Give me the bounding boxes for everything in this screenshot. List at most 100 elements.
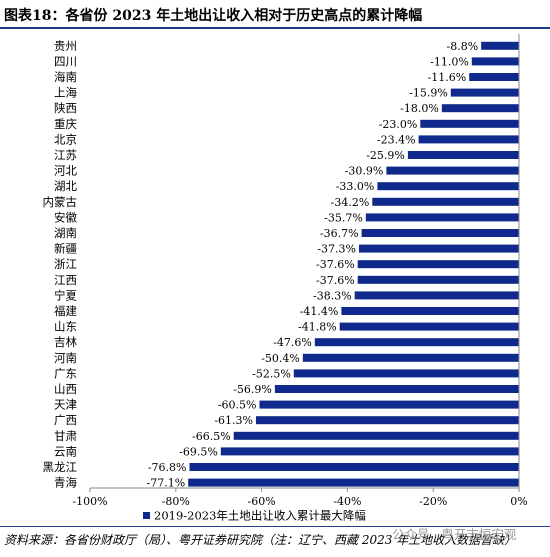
value-label-14: -37.6%: [316, 258, 355, 271]
category-label-27: 黑龙江: [43, 460, 78, 474]
category-label-0: 贵州: [54, 39, 77, 53]
category-label-15: 江西: [54, 273, 77, 287]
title-bar: 图表18：各省份 2023 年土地出让收入相对于历史高点的累计降幅: [0, 0, 550, 29]
bar-11: [365, 213, 519, 222]
value-labels: -8.8% -11.0% -11.6% -15.9% -18.0% -23.0% -23.4…: [147, 40, 479, 490]
bar-4: [441, 104, 519, 113]
x-tick-label-5: 0%: [510, 495, 527, 508]
x-tick-label-0: -100%: [72, 495, 107, 508]
x-tick-label-3: -40%: [333, 495, 361, 508]
category-label-23: 天津: [54, 398, 77, 412]
value-label-2: -11.6%: [428, 71, 467, 84]
category-label-21: 广东: [54, 366, 77, 380]
category-label-25: 甘肃: [54, 429, 77, 443]
category-label-12: 湖南: [54, 226, 77, 240]
category-label-1: 四川: [54, 54, 77, 68]
category-label-13: 新疆: [54, 242, 77, 256]
bar-8: [386, 166, 519, 175]
category-labels: 贵州四川海南上海陕西重庆北京江苏河北湖北内蒙古安徽湖南新疆浙江江西宁夏福建山东吉…: [43, 39, 78, 490]
category-label-10: 内蒙古: [43, 195, 78, 209]
category-label-9: 湖北: [54, 179, 77, 193]
value-label-5: -23.0%: [379, 118, 418, 131]
value-label-10: -34.2%: [331, 196, 370, 209]
value-label-18: -41.8%: [298, 321, 337, 334]
category-label-22: 山西: [54, 382, 77, 396]
chart-title: 图表18：各省份 2023 年土地出让收入相对于历史高点的累计降幅: [4, 8, 423, 24]
value-label-26: -69.5%: [179, 445, 218, 458]
value-label-3: -15.9%: [409, 87, 448, 100]
value-label-0: -8.8%: [447, 40, 479, 53]
category-label-18: 山东: [54, 320, 77, 334]
category-label-20: 河南: [54, 351, 77, 365]
bar-9: [377, 182, 519, 191]
category-label-28: 青海: [54, 476, 77, 490]
value-label-12: -36.7%: [320, 227, 359, 240]
value-label-13: -37.3%: [317, 243, 356, 256]
value-label-24: -61.3%: [214, 414, 253, 427]
bar-27: [189, 463, 519, 471]
legend-swatch: [143, 512, 150, 519]
source-note: 资料来源：各省份财政厅（局）、粤开证券研究院（注：辽宁、西藏 2023 年土地收…: [4, 533, 517, 547]
value-label-27: -76.8%: [148, 461, 187, 474]
bar-18: [339, 322, 519, 331]
bar-19: [314, 338, 519, 347]
bar-24: [256, 416, 519, 425]
bar-28: [188, 478, 519, 487]
category-label-17: 福建: [54, 304, 77, 318]
bar-26: [220, 447, 520, 456]
category-label-8: 河北: [54, 164, 77, 178]
x-axis: -100% -80% -60% -40% -20% 0%: [72, 34, 528, 508]
source-divider: [0, 526, 550, 527]
bar-7: [407, 151, 519, 159]
value-label-1: -11.0%: [430, 55, 469, 68]
value-label-19: -47.6%: [273, 336, 312, 349]
category-label-3: 上海: [54, 86, 77, 100]
category-label-6: 北京: [54, 132, 77, 146]
category-label-24: 广西: [54, 413, 77, 427]
bar-13: [359, 244, 519, 253]
bar-3: [450, 88, 519, 97]
legend: 2019-2023年土地出让收入累计最大降幅: [143, 509, 366, 523]
category-label-7: 江苏: [54, 148, 77, 162]
category-label-14: 浙江: [54, 257, 77, 271]
bar-15: [357, 275, 519, 284]
x-tick-label-2: -60%: [248, 495, 276, 508]
category-label-4: 陕西: [54, 101, 77, 115]
bar-23: [259, 400, 519, 409]
category-label-26: 云南: [54, 444, 77, 458]
bar-16: [354, 291, 519, 300]
bar-2: [469, 73, 519, 81]
category-label-11: 安徽: [54, 210, 77, 224]
bar-1: [471, 57, 519, 66]
category-label-16: 宁夏: [54, 288, 77, 302]
bar-12: [361, 229, 519, 237]
bar-0: [481, 41, 519, 50]
bar-22: [274, 385, 519, 393]
value-label-11: -35.7%: [324, 211, 363, 224]
watermark: 公众号 · 粤开志恒宏观: [392, 527, 517, 542]
value-label-15: -37.6%: [316, 274, 355, 287]
bar-10: [372, 197, 519, 206]
category-label-5: 重庆: [54, 117, 77, 131]
value-label-25: -66.5%: [192, 430, 231, 443]
bars-layer: [188, 41, 520, 487]
value-label-22: -56.9%: [233, 383, 272, 396]
value-label-23: -60.5%: [218, 399, 257, 412]
bar-14: [357, 260, 519, 269]
bar-21: [293, 369, 519, 378]
value-label-28: -77.1%: [147, 477, 186, 490]
bar-6: [418, 135, 519, 144]
x-tick-label-1: -80%: [162, 495, 190, 508]
value-label-17: -41.4%: [300, 305, 339, 318]
legend-label: 2019-2023年土地出让收入累计最大降幅: [154, 509, 366, 523]
bar-20: [302, 353, 519, 362]
title-divider: [0, 27, 550, 29]
value-label-9: -33.0%: [336, 180, 375, 193]
bar-17: [341, 307, 519, 315]
bar-5: [420, 119, 519, 128]
category-label-2: 海南: [54, 70, 77, 84]
value-label-21: -52.5%: [252, 367, 291, 380]
bar-25: [233, 431, 519, 440]
value-label-20: -50.4%: [261, 352, 300, 365]
